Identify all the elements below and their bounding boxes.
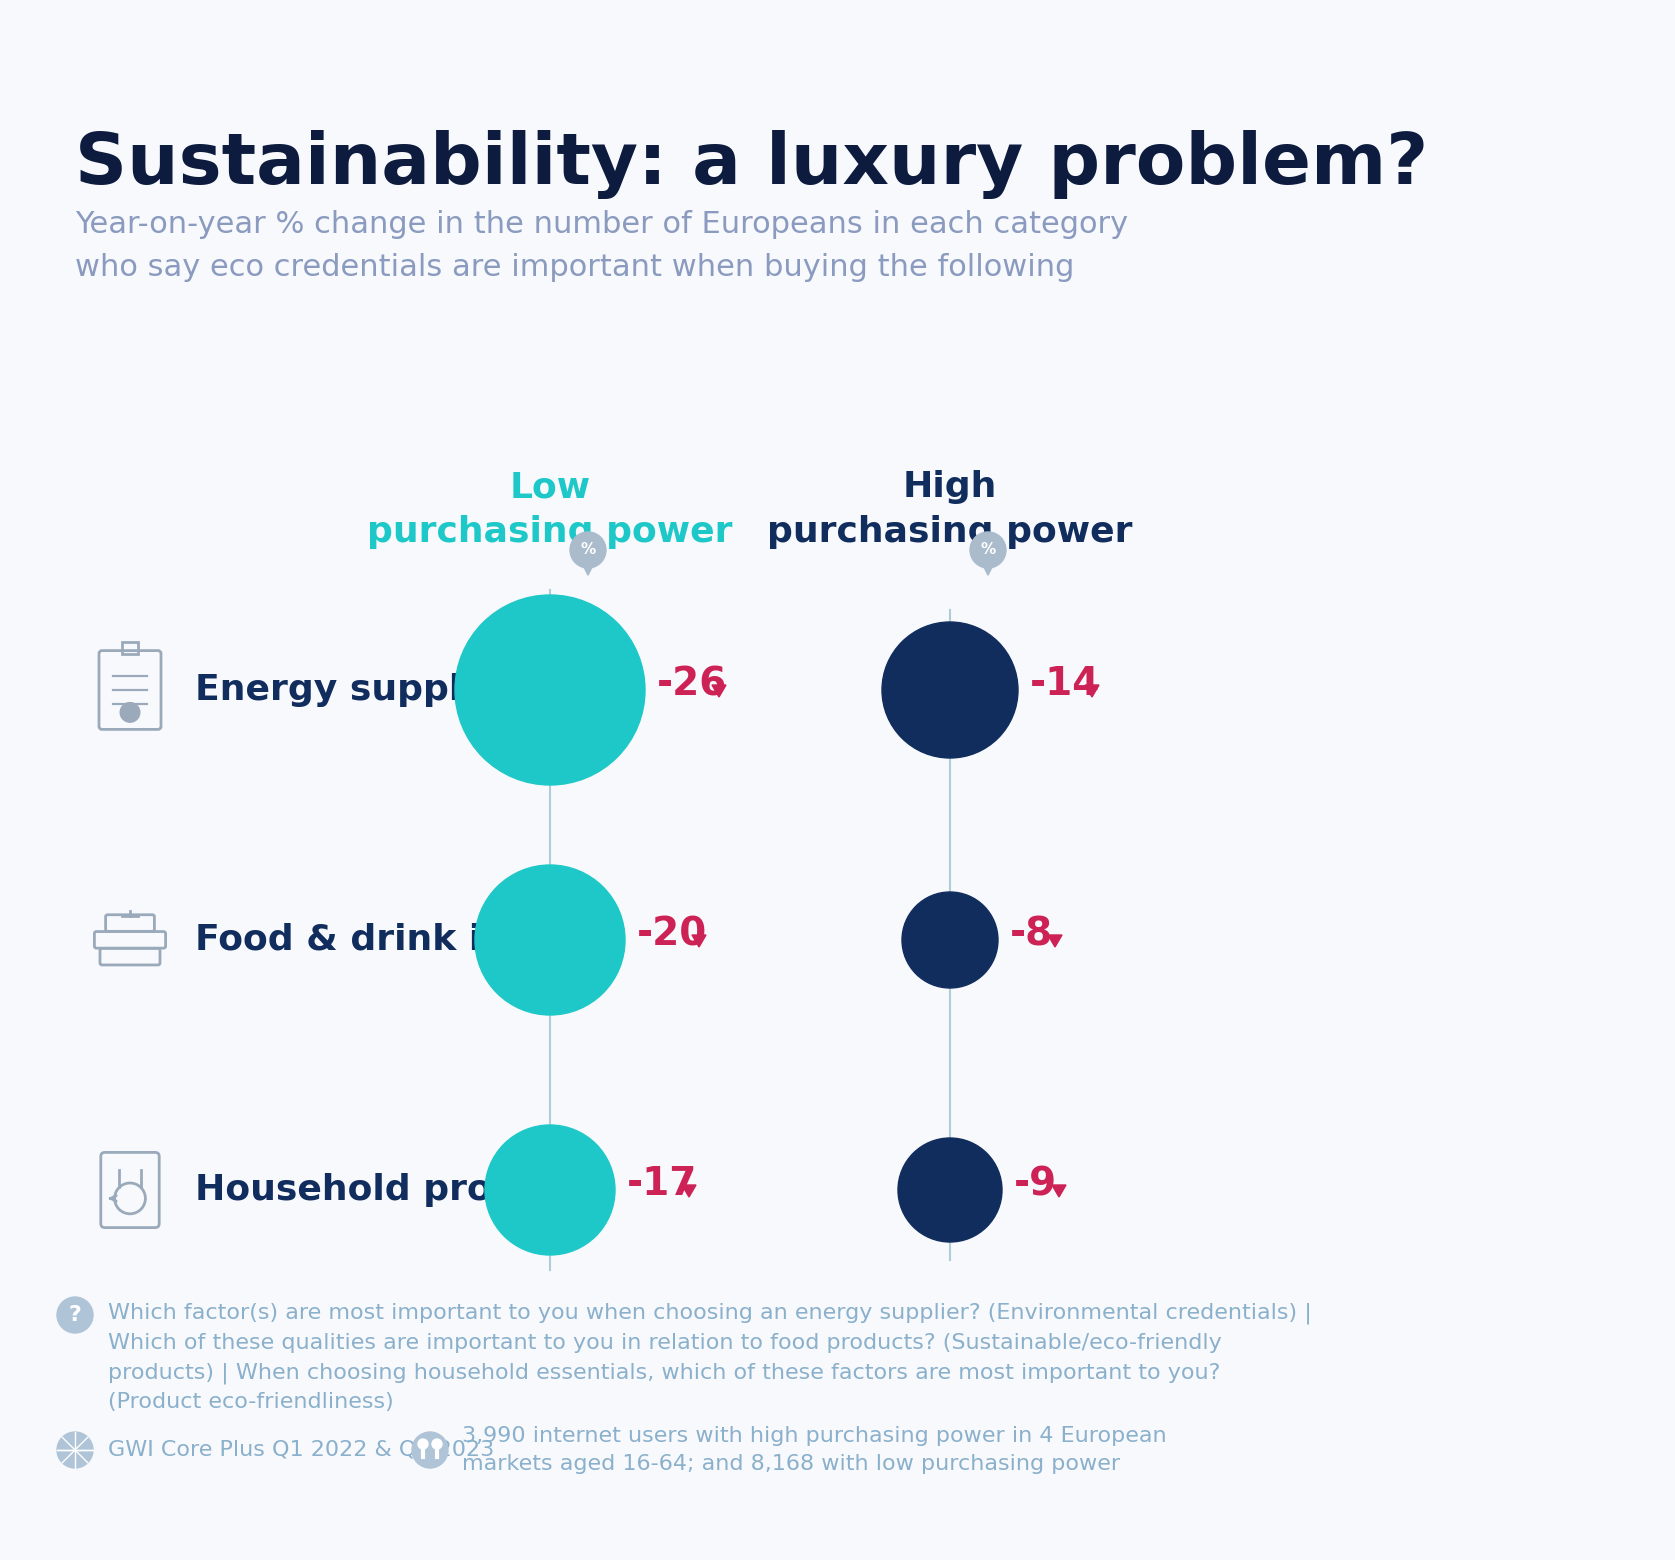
Polygon shape <box>1052 1186 1065 1197</box>
Text: -8: -8 <box>1010 916 1054 953</box>
Circle shape <box>432 1438 442 1449</box>
Polygon shape <box>1049 934 1062 947</box>
Circle shape <box>121 702 139 722</box>
Polygon shape <box>977 554 998 576</box>
Circle shape <box>903 892 998 987</box>
Circle shape <box>57 1432 94 1468</box>
Text: High
purchasing power: High purchasing power <box>767 470 1132 549</box>
Polygon shape <box>692 934 705 947</box>
Polygon shape <box>1085 685 1099 697</box>
Circle shape <box>898 1137 1002 1242</box>
Polygon shape <box>682 1186 697 1197</box>
Text: GWI Core Plus Q1 2022 & Q1 2023: GWI Core Plus Q1 2022 & Q1 2023 <box>107 1440 494 1460</box>
Circle shape <box>412 1432 447 1468</box>
Circle shape <box>570 532 606 568</box>
Text: -14: -14 <box>1030 665 1100 704</box>
Polygon shape <box>712 685 725 697</box>
Text: -26: -26 <box>657 665 727 704</box>
Text: Sustainability: a luxury problem?: Sustainability: a luxury problem? <box>75 129 1429 200</box>
Text: %: % <box>580 541 596 557</box>
Polygon shape <box>578 554 598 576</box>
Text: Energy suppliers: Energy suppliers <box>194 672 538 707</box>
Text: Year-on-year % change in the number of Europeans in each category
who say eco cr: Year-on-year % change in the number of E… <box>75 211 1129 282</box>
Text: -9: -9 <box>1013 1165 1057 1203</box>
Circle shape <box>970 532 1007 568</box>
Text: Low
purchasing power: Low purchasing power <box>367 470 732 549</box>
Text: Food & drink items: Food & drink items <box>194 924 583 956</box>
Circle shape <box>486 1125 615 1254</box>
Circle shape <box>883 622 1018 758</box>
Circle shape <box>57 1296 94 1332</box>
Circle shape <box>456 594 645 785</box>
Text: Which factor(s) are most important to you when choosing an energy supplier? (Env: Which factor(s) are most important to yo… <box>107 1303 1312 1412</box>
Text: %: % <box>980 541 995 557</box>
Circle shape <box>419 1438 429 1449</box>
Text: -17: -17 <box>626 1165 697 1203</box>
Circle shape <box>476 864 625 1016</box>
Text: -20: -20 <box>636 916 707 953</box>
Bar <box>122 643 139 654</box>
Text: 3,990 internet users with high purchasing power in 4 European
markets aged 16-64: 3,990 internet users with high purchasin… <box>462 1426 1166 1474</box>
Text: Household products: Household products <box>194 1173 603 1207</box>
Text: ?: ? <box>69 1306 82 1324</box>
